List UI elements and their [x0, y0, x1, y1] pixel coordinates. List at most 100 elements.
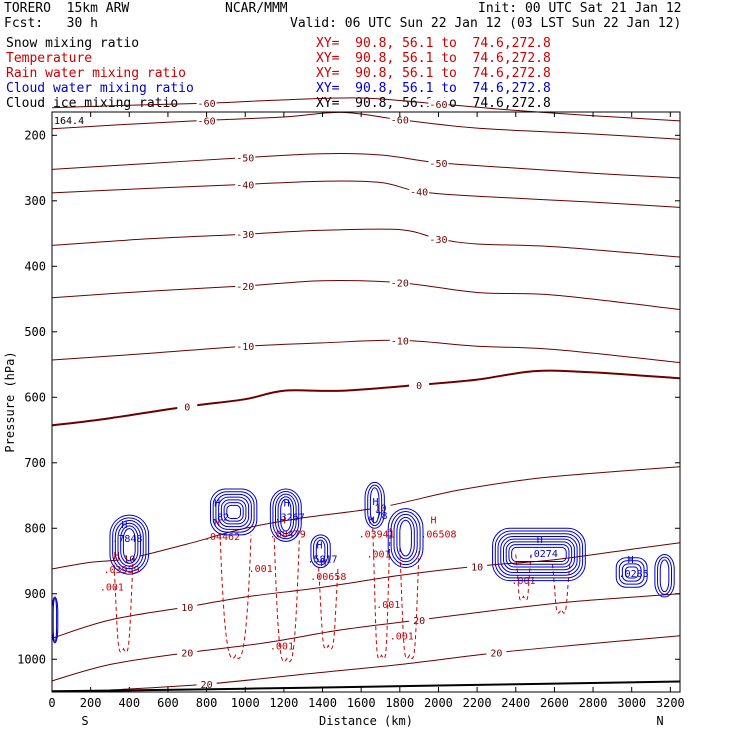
x-end-label-north: N — [656, 714, 663, 728]
temp-label-bg — [119, 552, 140, 564]
cloud-water-ring — [618, 560, 645, 585]
cloud-water-ring — [226, 504, 241, 519]
rain-contour-label: .001 — [249, 564, 273, 575]
cloud-water-ring — [502, 538, 575, 571]
temp-contour-label: 10 — [471, 562, 483, 573]
cloud-water-ring — [112, 517, 147, 572]
field-name-cloud-ice: Cloud ice mixing ratio — [6, 96, 179, 111]
x-tick-label: 1200 — [269, 696, 298, 710]
temp-contour-10 — [51, 593, 681, 682]
cloud-water-ring — [223, 502, 244, 522]
y-tick-label: 500 — [24, 325, 46, 339]
x-tick-label: 2000 — [424, 696, 453, 710]
temp-contour-label: 20 — [413, 616, 425, 627]
temp-contour-1 — [51, 111, 681, 140]
temp-contour-label: 0 — [184, 402, 190, 413]
rain-shaft-0 — [113, 557, 134, 653]
x-tick-label: 2800 — [579, 696, 608, 710]
temp-contour-label: -50 — [236, 154, 254, 165]
x-tick-label: 1000 — [231, 696, 260, 710]
cloud-water-ring — [275, 493, 297, 537]
rain-shaft-7 — [551, 564, 571, 614]
temp-contour-9 — [51, 542, 681, 639]
rain-max-marker: H — [430, 516, 436, 527]
x-tick-label: 2600 — [540, 696, 569, 710]
rain-max-label: .08479 — [270, 530, 306, 541]
temp-contour-6 — [51, 339, 681, 364]
y-axis-label: Pressure (hPa) — [3, 351, 17, 452]
cloud-max-marker: H — [317, 540, 323, 551]
cloud-max-label: .0274 — [528, 549, 558, 560]
center-label: NCAR/MMM — [225, 1, 288, 16]
cloud-max-label: .82 — [211, 512, 229, 523]
cloud-water-ring — [367, 484, 383, 527]
rain-max-label: .00658 — [310, 572, 346, 583]
y-tick-label: 300 — [24, 194, 46, 208]
cloud-water-ring — [313, 537, 329, 566]
rain-max-label: .04462 — [204, 532, 240, 543]
rain-contours: H .03959 H .04462 H .08479 H .00658 H .03941 H .065… — [100, 516, 571, 663]
cloud-water-ring — [280, 498, 292, 532]
temp-label-bg — [389, 276, 410, 288]
temp-label-bg — [196, 114, 217, 126]
temp-label-bg — [370, 501, 391, 513]
cloud-water-ring — [505, 541, 573, 568]
cloud-water-ring — [654, 553, 675, 598]
cloud-water-ring — [269, 488, 302, 542]
cloud-water-ring — [624, 566, 639, 579]
x-tick-label: 0 — [48, 696, 55, 710]
cloud-water-ring — [310, 534, 331, 569]
cloud-water-ring — [396, 516, 415, 560]
cloud-water-ring — [494, 530, 584, 579]
x-tick-label: 800 — [196, 696, 218, 710]
cloud-water-ring — [393, 513, 418, 563]
rain-contour-label: .001 — [511, 576, 535, 587]
x-tick-label: 3200 — [656, 696, 685, 710]
cloud-water-ring — [120, 525, 139, 564]
temp-contour-label: -60 — [391, 116, 409, 127]
rain-shaft-3 — [318, 567, 339, 650]
temp-contour-label: -20 — [391, 279, 409, 290]
field-coords-temperature: XY= 90.8, 56.1 to 74.6,272.8 — [316, 51, 551, 66]
cloud-water-ring — [364, 481, 385, 529]
cloud-max-label: .78 — [370, 511, 388, 522]
temp-contour-label: -60 — [198, 116, 216, 127]
field-coords-cloud-water: XY= 90.8, 56.1 to 74.6,272.8 — [316, 81, 551, 96]
field-name-cloud-water: Cloud water mixing ratio — [6, 81, 194, 96]
surface-pressure-line — [51, 680, 681, 693]
rain-shaft-5 — [399, 547, 420, 660]
field-coords-snow: XY= 90.8, 56.1 to 74.6,272.8 — [316, 36, 551, 51]
temp-contour-7 — [51, 369, 681, 427]
temp-label-bg — [177, 600, 198, 612]
temp-contour-label: -10 — [236, 342, 254, 353]
x-tick-label: 1600 — [347, 696, 376, 710]
cloud-water-ring — [492, 527, 586, 582]
fcst-label: Fcst: 30 h — [4, 16, 98, 31]
rain-contour-label: .001 — [390, 632, 414, 643]
rain-contour-label: .001 — [367, 550, 391, 561]
temp-label-bg — [428, 97, 449, 109]
cloud-max-marker: H — [214, 498, 220, 509]
cloud-max-marker: H — [284, 498, 290, 509]
cloud-max-label: .5817 — [307, 554, 337, 565]
temp-contour-label: -10 — [391, 336, 409, 347]
temp-label-bg — [409, 185, 430, 197]
temp-contour-11 — [109, 635, 681, 691]
field-name-temperature: Temperature — [6, 51, 93, 66]
rain-max-marker: H — [369, 516, 375, 527]
top-pressure-label: 164.4 — [54, 116, 84, 127]
temp-contour-4 — [51, 228, 681, 258]
temp-contour-label: -40 — [410, 188, 428, 199]
y-tick-label: 700 — [24, 456, 46, 470]
cloud-water-ring — [657, 556, 673, 595]
temp-contour-3 — [51, 180, 681, 208]
x-tick-label: 600 — [157, 696, 179, 710]
temp-contour-label: 10 — [181, 603, 193, 614]
temp-contour-label: -30 — [236, 230, 254, 241]
temp-label-bg — [428, 156, 449, 168]
x-tick-label: 200 — [80, 696, 102, 710]
cloud-water-ring — [218, 496, 250, 528]
temperature-contours: -60 -60 -60 -60 -50 -50 -40 -40 -30 -30 -20 -20 -10 -… — [51, 97, 681, 691]
rain-max-label: .03959 — [104, 565, 140, 576]
